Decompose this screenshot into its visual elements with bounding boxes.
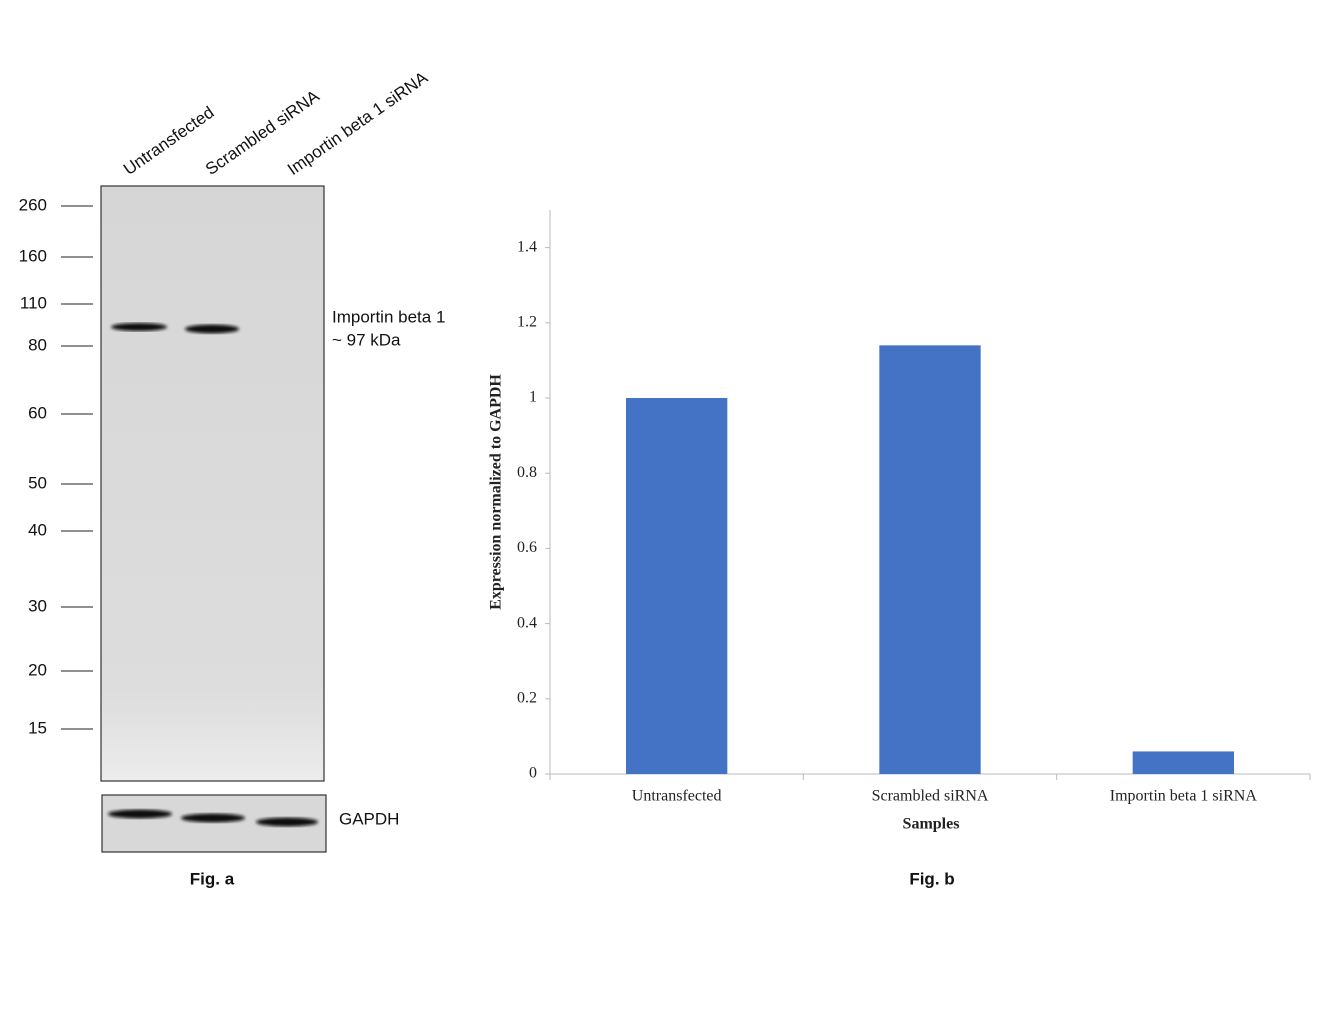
y-tick-label: 0.4 xyxy=(517,614,537,631)
bar xyxy=(626,398,728,774)
marker-label: 50 xyxy=(28,473,47,492)
band-label: Importin beta 1 xyxy=(332,307,445,326)
band-label: ~ 97 kDa xyxy=(332,330,401,349)
marker-label: 160 xyxy=(19,246,47,265)
loading-label: GAPDH xyxy=(339,809,399,828)
band xyxy=(185,324,239,334)
marker-label: 40 xyxy=(28,520,47,539)
band xyxy=(181,813,245,823)
x-tick-label: Scrambled siRNA xyxy=(872,788,989,805)
bar xyxy=(879,345,981,774)
y-tick-label: 0.6 xyxy=(517,539,537,556)
lane-label: Importin beta 1 siRNA xyxy=(284,68,432,179)
marker-label: 60 xyxy=(28,403,47,422)
marker-label: 80 xyxy=(28,335,47,354)
x-tick-label: Untransfected xyxy=(632,788,722,805)
lane-label: Untransfected xyxy=(120,103,218,179)
band xyxy=(256,817,318,827)
marker-label: 260 xyxy=(19,195,47,214)
marker-label: 20 xyxy=(28,660,47,679)
x-axis-title: Samples xyxy=(903,816,960,833)
band xyxy=(111,323,167,331)
marker-label: 30 xyxy=(28,596,47,615)
x-tick-label: Importin beta 1 siRNA xyxy=(1110,788,1258,805)
y-tick-label: 0.2 xyxy=(517,689,537,706)
marker-label: 110 xyxy=(20,293,47,312)
y-tick-label: 1.4 xyxy=(517,238,537,255)
bar xyxy=(1132,751,1234,774)
caption: Fig. b xyxy=(909,869,954,888)
y-axis-title: Expression normalized to GAPDH xyxy=(488,374,505,610)
blot-panel xyxy=(100,185,325,782)
y-tick-label: 0 xyxy=(529,765,537,782)
y-tick-label: 1 xyxy=(529,389,537,406)
y-tick-label: 0.8 xyxy=(517,464,537,481)
marker-label: 15 xyxy=(28,718,47,737)
caption: Fig. a xyxy=(190,869,235,888)
band xyxy=(108,809,172,819)
y-tick-label: 1.2 xyxy=(517,313,537,330)
